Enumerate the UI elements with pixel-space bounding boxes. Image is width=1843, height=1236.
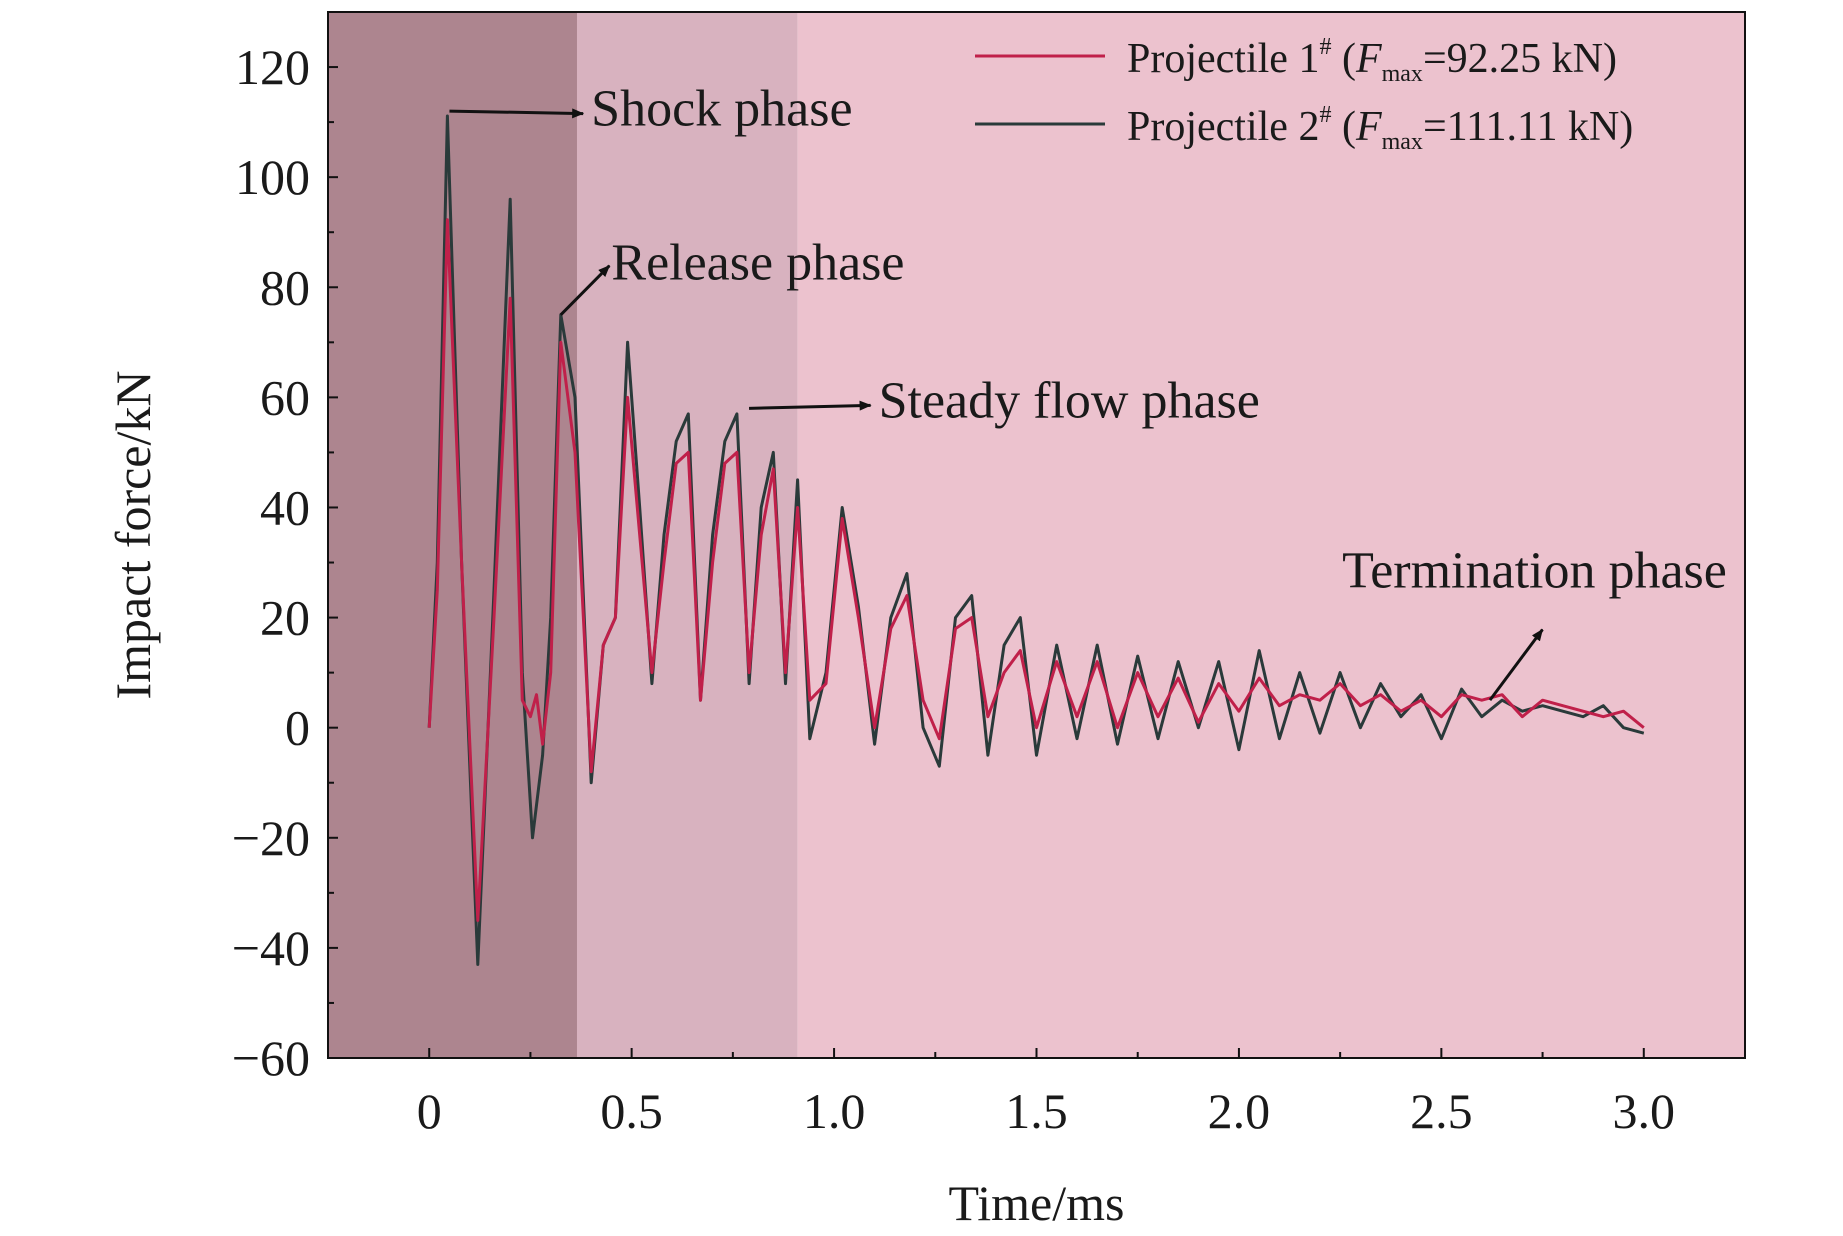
x-tick-label: 0.5 <box>600 1083 663 1139</box>
x-tick-label: 3.0 <box>1613 1083 1676 1139</box>
y-tick-label: 0 <box>285 700 310 756</box>
y-tick-label: 60 <box>260 369 310 425</box>
annotation-arrow-shock <box>449 108 585 119</box>
annotation-label-release: Release phase <box>611 235 904 292</box>
y-tick-label: −40 <box>232 920 310 976</box>
phase-regions <box>328 12 1745 1058</box>
legend: Projectile 1# (Fmax=92.25 kN) Projectile … <box>975 34 1633 155</box>
y-axis: −60 −40 −20 0 20 40 60 80 100 120 <box>232 39 338 1086</box>
annotation-label-steady: Steady flow phase <box>879 372 1260 429</box>
x-tick-label: 2.0 <box>1208 1083 1271 1139</box>
phase-region-2 <box>576 12 798 1058</box>
legend-entry-2: Projectile 2# (Fmax=111.11 kN) <box>1127 102 1633 155</box>
y-tick-label: 40 <box>260 479 310 535</box>
x-tick-label: 1.0 <box>803 1083 866 1139</box>
phase-region-1 <box>328 12 577 1058</box>
legend-entry-1: Projectile 1# (Fmax=92.25 kN) <box>1127 34 1617 87</box>
x-tick-label: 2.5 <box>1410 1083 1473 1139</box>
y-tick-label: 20 <box>260 590 310 646</box>
x-tick-label: 0 <box>417 1083 442 1139</box>
phase-annotations: Shock phase Release phase Steady flow phas… <box>449 81 1727 702</box>
y-tick-label: 100 <box>235 149 310 205</box>
y-tick-label: −20 <box>232 810 310 866</box>
y-tick-label: 80 <box>260 259 310 315</box>
annotation-arrow-steady <box>749 400 872 411</box>
phase-region-3 <box>797 12 1745 1058</box>
series-lines <box>427 114 1645 966</box>
y-tick-label: −60 <box>232 1030 310 1086</box>
annotation-label-shock: Shock phase <box>591 81 852 138</box>
y-tick-label: 120 <box>235 39 310 95</box>
annotation-arrow-termination <box>1488 628 1544 702</box>
annotation-arrow-release <box>559 264 611 316</box>
y-axis-label: Impact force/kN <box>105 370 161 699</box>
series-line-1 <box>427 218 1645 922</box>
x-axis: 0 0.5 1.0 1.5 2.0 2.5 3.0 <box>417 1048 1675 1139</box>
annotation-label-termination: Termination phase <box>1342 543 1727 600</box>
x-tick-label: 1.5 <box>1005 1083 1068 1139</box>
x-axis-label: Time/ms <box>948 1175 1124 1231</box>
